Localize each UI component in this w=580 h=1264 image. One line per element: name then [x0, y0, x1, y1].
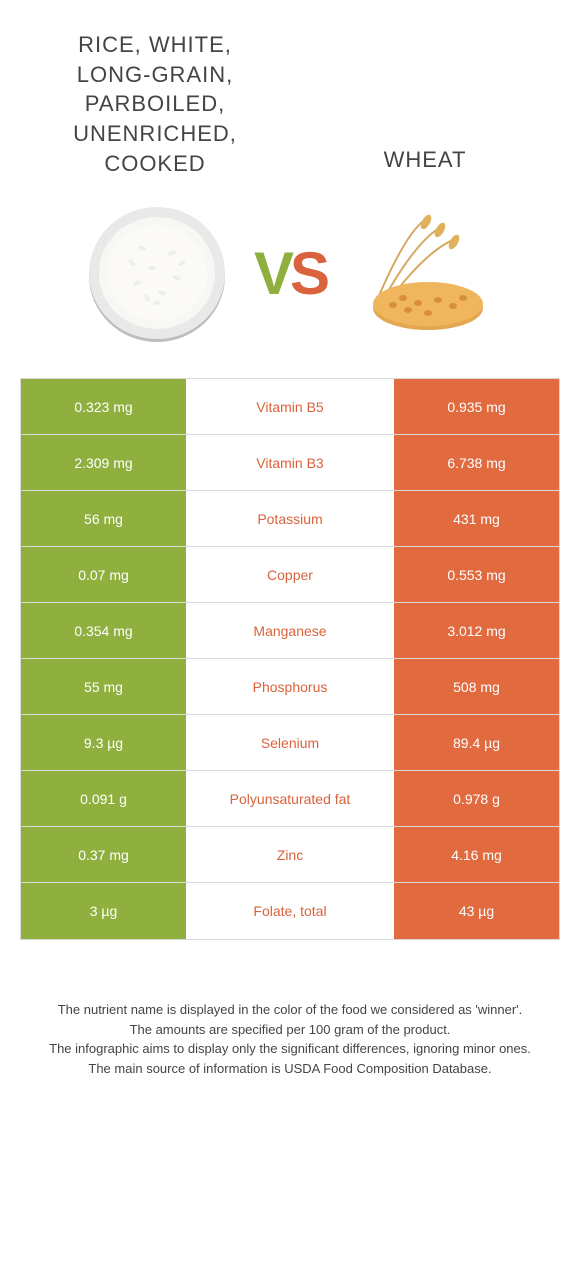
table-row: 3 µgFolate, total43 µg — [21, 883, 559, 939]
cell-nutrient-name: Polyunsaturated fat — [186, 771, 394, 826]
table-row: 0.37 mgZinc4.16 mg — [21, 827, 559, 883]
cell-left-value: 2.309 mg — [21, 435, 186, 490]
cell-left-value: 56 mg — [21, 491, 186, 546]
cell-left-value: 0.354 mg — [21, 603, 186, 658]
cell-nutrient-name: Vitamin B5 — [186, 379, 394, 434]
table-row: 56 mgPotassium431 mg — [21, 491, 559, 547]
cell-right-value: 508 mg — [394, 659, 559, 714]
cell-right-value: 43 µg — [394, 883, 559, 939]
cell-left-value: 0.091 g — [21, 771, 186, 826]
table-row: 0.354 mgManganese3.012 mg — [21, 603, 559, 659]
cell-right-value: 0.978 g — [394, 771, 559, 826]
vs-label: VS — [254, 239, 326, 308]
cell-left-value: 55 mg — [21, 659, 186, 714]
title-right: WHEAT — [310, 145, 540, 179]
cell-right-value: 3.012 mg — [394, 603, 559, 658]
footer: The nutrient name is displayed in the co… — [0, 940, 580, 1078]
cell-nutrient-name: Phosphorus — [186, 659, 394, 714]
footer-line: The nutrient name is displayed in the co… — [30, 1000, 550, 1020]
header: RICE, WHITE, LONG-GRAIN, PARBOILED, UNEN… — [0, 0, 580, 188]
footer-line: The infographic aims to display only the… — [30, 1039, 550, 1059]
vs-s: S — [290, 239, 326, 308]
cell-right-value: 4.16 mg — [394, 827, 559, 882]
cell-left-value: 0.323 mg — [21, 379, 186, 434]
table-row: 0.323 mgVitamin B50.935 mg — [21, 379, 559, 435]
cell-nutrient-name: Potassium — [186, 491, 394, 546]
cell-right-value: 89.4 µg — [394, 715, 559, 770]
rice-image — [60, 198, 254, 348]
cell-nutrient-name: Manganese — [186, 603, 394, 658]
cell-nutrient-name: Selenium — [186, 715, 394, 770]
table-row: 55 mgPhosphorus508 mg — [21, 659, 559, 715]
title-left: RICE, WHITE, LONG-GRAIN, PARBOILED, UNEN… — [40, 30, 270, 178]
cell-right-value: 0.935 mg — [394, 379, 559, 434]
cell-nutrient-name: Zinc — [186, 827, 394, 882]
vs-v: V — [254, 239, 290, 308]
cell-right-value: 6.738 mg — [394, 435, 559, 490]
table-row: 9.3 µgSelenium89.4 µg — [21, 715, 559, 771]
footer-line: The main source of information is USDA F… — [30, 1059, 550, 1079]
cell-nutrient-name: Vitamin B3 — [186, 435, 394, 490]
table-row: 2.309 mgVitamin B36.738 mg — [21, 435, 559, 491]
cell-left-value: 0.07 mg — [21, 547, 186, 602]
footer-line: The amounts are specified per 100 gram o… — [30, 1020, 550, 1040]
cell-nutrient-name: Copper — [186, 547, 394, 602]
comparison-table: 0.323 mgVitamin B50.935 mg2.309 mgVitami… — [20, 378, 560, 940]
cell-left-value: 0.37 mg — [21, 827, 186, 882]
hero: VS — [0, 188, 580, 378]
wheat-image — [326, 208, 520, 338]
table-row: 0.091 gPolyunsaturated fat0.978 g — [21, 771, 559, 827]
cell-right-value: 0.553 mg — [394, 547, 559, 602]
cell-left-value: 3 µg — [21, 883, 186, 939]
cell-left-value: 9.3 µg — [21, 715, 186, 770]
cell-right-value: 431 mg — [394, 491, 559, 546]
table-row: 0.07 mgCopper0.553 mg — [21, 547, 559, 603]
cell-nutrient-name: Folate, total — [186, 883, 394, 939]
